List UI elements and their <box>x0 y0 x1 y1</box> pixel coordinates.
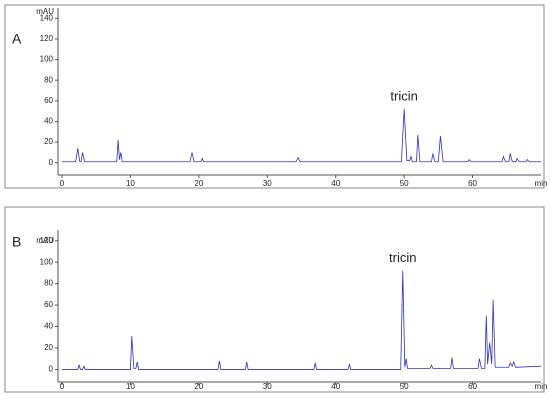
panel-label: B <box>12 234 21 250</box>
y-tick-label: 120 <box>40 34 54 43</box>
peak-annotation: tricin <box>390 89 417 104</box>
x-tick-label: 0 <box>60 382 65 391</box>
panel-frame <box>4 4 545 189</box>
panel-label: A <box>12 31 22 47</box>
x-tick-label: 50 <box>400 382 409 391</box>
y-tick-label: 100 <box>40 55 54 64</box>
y-axis-unit: mAU <box>36 236 54 245</box>
y-tick-label: 40 <box>44 117 53 126</box>
y-tick-label: 20 <box>44 343 53 352</box>
y-tick-label: 80 <box>44 75 53 84</box>
x-axis-unit: min <box>535 382 548 391</box>
chromatogram-line <box>62 270 542 370</box>
x-tick-label: 10 <box>126 179 135 188</box>
x-tick-label: 60 <box>468 179 477 188</box>
y-tick-label: 60 <box>44 96 53 105</box>
x-tick-label: 40 <box>331 382 340 391</box>
y-tick-label: 80 <box>44 279 53 288</box>
x-tick-label: 30 <box>263 382 272 391</box>
y-tick-label: 0 <box>49 158 54 167</box>
x-tick-label: 20 <box>194 179 203 188</box>
peak-annotation: tricin <box>389 250 416 265</box>
x-tick-label: 10 <box>126 382 135 391</box>
panel-frame <box>4 206 545 393</box>
x-tick-label: 0 <box>60 179 65 188</box>
y-tick-label: 40 <box>44 322 53 331</box>
x-tick-label: 50 <box>400 179 409 188</box>
y-tick-label: 0 <box>49 365 54 374</box>
x-tick-label: 30 <box>263 179 272 188</box>
y-tick-label: 60 <box>44 300 53 309</box>
y-tick-label: 20 <box>44 137 53 146</box>
y-tick-label: 100 <box>40 257 54 266</box>
y-tick-label: 120 <box>40 236 54 245</box>
x-tick-label: 60 <box>468 382 477 391</box>
x-tick-label: 20 <box>194 382 203 391</box>
x-axis-unit: min <box>535 179 548 188</box>
y-tick-label: 140 <box>40 13 54 22</box>
x-tick-label: 40 <box>331 179 340 188</box>
chromatogram-line <box>62 109 541 163</box>
y-axis-unit: mAU <box>36 7 54 16</box>
